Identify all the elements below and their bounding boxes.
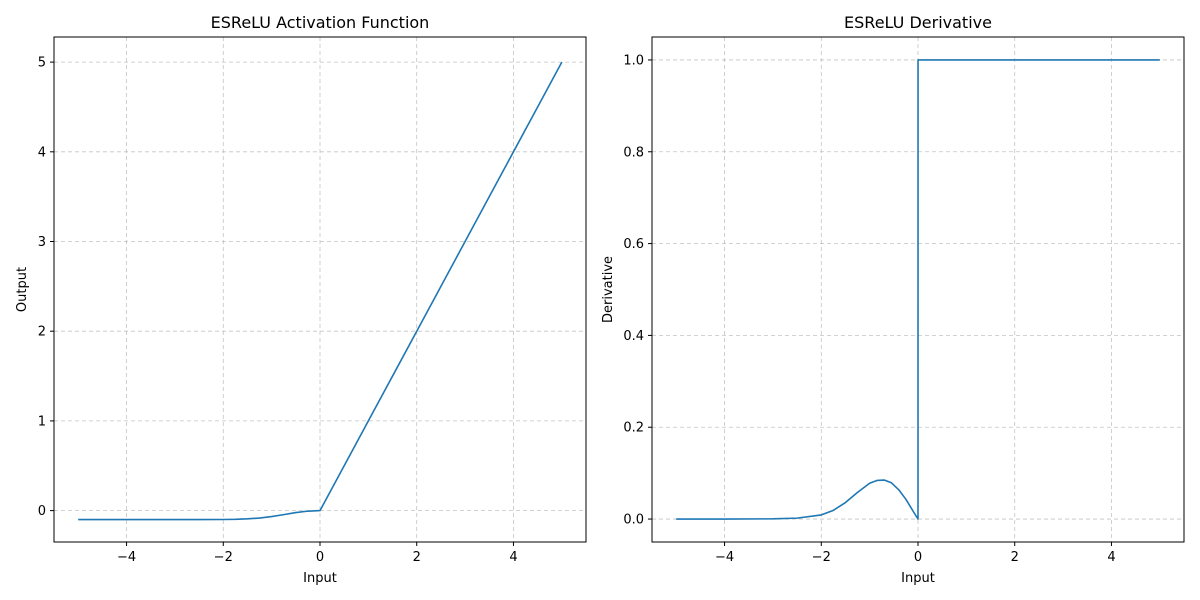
activation-x-axis-title: Input <box>303 571 337 586</box>
derivative-chart-title: ESReLU Derivative <box>844 13 992 32</box>
activation-y-tick-label: 5 <box>38 56 46 71</box>
activation-y-tick-label: 0 <box>38 504 46 519</box>
derivative-y-tick-label: 1.0 <box>623 53 644 68</box>
derivative-y-axis-title: Derivative <box>601 256 616 323</box>
activation-x-tick-label: 2 <box>413 550 421 565</box>
activation-y-tick-label: 2 <box>38 325 46 340</box>
activation-x-tick-label: −2 <box>214 550 233 565</box>
activation-x-tick-label: 4 <box>509 550 517 565</box>
derivative-x-tick-label: −4 <box>715 550 734 565</box>
activation-x-tick-label: −4 <box>117 550 136 565</box>
derivative-x-tick-label: −2 <box>812 550 831 565</box>
derivative-series-line <box>676 59 1160 520</box>
derivative-x-tick-label: 2 <box>1011 550 1019 565</box>
activation-y-axis-title: Output <box>15 267 30 312</box>
activation-x-tick-label: 0 <box>316 550 324 565</box>
derivative-x-tick-label: 4 <box>1107 550 1115 565</box>
derivative-x-tick-label: 0 <box>914 550 922 565</box>
derivative-chart: −4 −2 0 2 4 0.0 0.2 0.4 0.6 0.8 1.0 ESReLU Derivati… <box>601 13 1185 586</box>
derivative-y-tick-label: 0.0 <box>623 513 644 528</box>
activation-y-tick-label: 3 <box>38 235 46 250</box>
activation-y-tick-label: 1 <box>38 414 46 429</box>
activation-chart: −4 −2 0 2 4 0 1 2 3 4 5 ESReLU Activation Function I… <box>15 13 587 586</box>
derivative-y-tick-label: 0.2 <box>623 421 644 436</box>
activation-y-tick-label: 4 <box>38 145 46 160</box>
derivative-y-tick-label: 0.8 <box>623 145 644 160</box>
derivative-y-tick-label: 0.4 <box>623 329 644 344</box>
derivative-y-tick-label: 0.6 <box>623 237 644 252</box>
activation-series-line <box>78 61 563 521</box>
derivative-x-axis-title: Input <box>901 571 935 586</box>
activation-chart-title: ESReLU Activation Function <box>211 13 430 32</box>
